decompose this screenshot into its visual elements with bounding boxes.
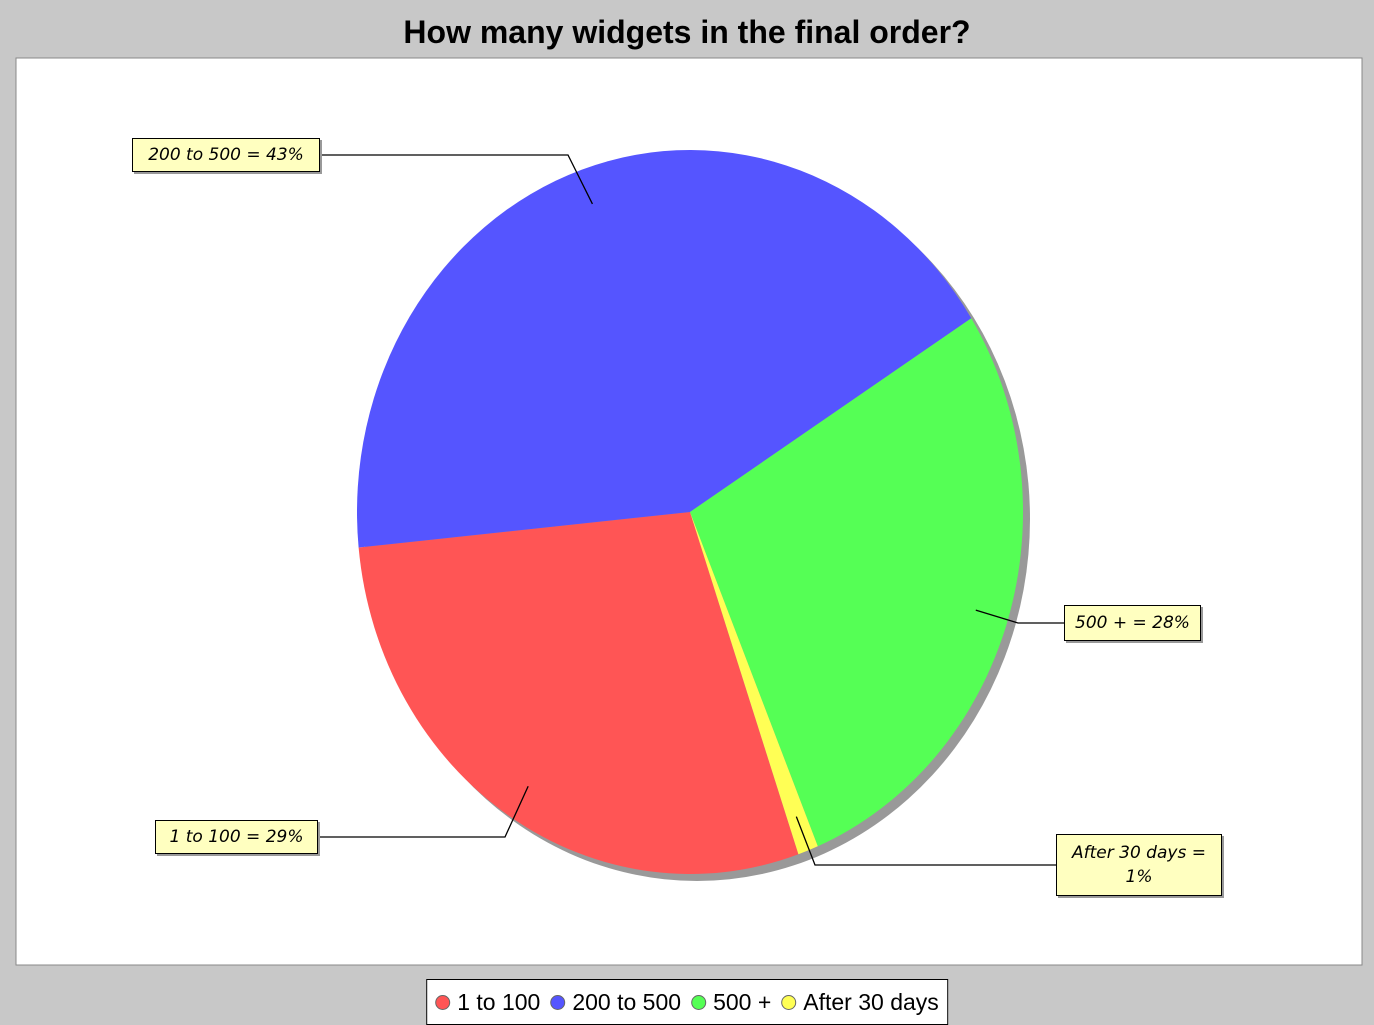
pie-slice	[357, 150, 972, 548]
pie-slice	[690, 318, 1024, 847]
legend-item: 200 to 500	[550, 989, 681, 1016]
slice-label: 500 + = 28%	[1064, 605, 1201, 641]
pie-slice	[358, 512, 799, 874]
legend-swatch	[781, 994, 797, 1010]
leader-line	[318, 785, 529, 838]
legend: 1 to 100 200 to 500 500 + After 30 days	[426, 979, 948, 1025]
legend-item: 1 to 100	[435, 989, 540, 1016]
slice-label: After 30 days = 1%	[1056, 834, 1222, 896]
chart-title: How many widgets in the final order?	[403, 14, 971, 50]
legend-label: After 30 days	[803, 988, 939, 1015]
leader-line	[320, 154, 594, 205]
pie-slice	[690, 512, 818, 855]
leader-line	[795, 816, 1056, 866]
legend-label: 1 to 100	[457, 988, 541, 1015]
legend-label: 500 +	[713, 988, 772, 1015]
legend-swatch	[550, 994, 566, 1010]
legend-item: 500 +	[691, 989, 771, 1016]
slice-label: 1 to 100 = 29%	[155, 820, 318, 854]
leader-line	[975, 609, 1064, 624]
legend-swatch	[435, 994, 451, 1010]
legend-item: After 30 days	[781, 989, 939, 1016]
slice-label: 200 to 500 = 43%	[132, 138, 320, 172]
legend-swatch	[691, 994, 707, 1010]
legend-label: 200 to 500	[572, 988, 682, 1015]
